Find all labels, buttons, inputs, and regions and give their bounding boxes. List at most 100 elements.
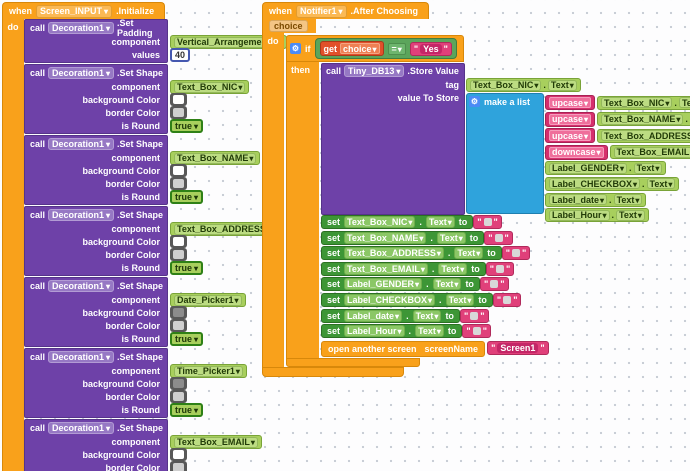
component-dropdown[interactable]: Text_Box_ADDRESS <box>344 247 444 260</box>
empty-text-field[interactable] <box>494 233 503 242</box>
color-swatch[interactable] <box>170 461 187 471</box>
open-another-screen-block[interactable]: open another screen screenName <box>321 340 486 357</box>
list-item[interactable]: Label_Hour.Text <box>545 208 690 223</box>
gear-icon[interactable] <box>290 43 301 54</box>
text-fn-dropdown[interactable]: upcase <box>549 130 592 142</box>
color-swatch[interactable] <box>170 93 187 106</box>
empty-text-field[interactable] <box>472 327 481 336</box>
property-dropdown[interactable]: Text <box>445 293 475 306</box>
property-getter-block[interactable]: Label_CHECKBOX.Text <box>545 176 680 191</box>
list-item[interactable]: upcase Text_Box_NAME.Text <box>545 111 690 127</box>
upcase-block[interactable]: upcase <box>545 111 596 127</box>
component-dropdown[interactable]: Text_Box_NAME <box>344 231 427 244</box>
text-fn-dropdown[interactable]: upcase <box>549 97 592 108</box>
list-item[interactable]: upcase Text_Box_NIC.Text <box>545 95 690 110</box>
empty-text-block[interactable] <box>479 277 509 292</box>
variable-dropdown[interactable]: choice <box>340 43 380 54</box>
number-block[interactable]: 40 <box>170 48 191 62</box>
property-getter-block[interactable]: Text_Box_NIC.Text <box>466 78 581 92</box>
component-dropdown[interactable]: Decoration1 <box>48 351 115 363</box>
component-dropdown[interactable]: Decoration1 <box>48 138 115 150</box>
component-block[interactable]: Text_Box_NIC <box>170 80 250 94</box>
text-fn-dropdown[interactable]: downcase <box>549 146 604 158</box>
empty-text-field[interactable] <box>483 218 492 226</box>
boolean-dropdown[interactable]: true <box>170 190 204 204</box>
boolean-dropdown[interactable]: true <box>170 403 204 417</box>
component-dropdown[interactable]: Label_CHECKBOX <box>344 293 436 306</box>
property-dropdown[interactable]: Text <box>454 247 484 260</box>
boolean-dropdown[interactable]: true <box>170 119 204 133</box>
component-block[interactable]: Date_Picker1 <box>170 293 246 307</box>
component-dropdown[interactable]: Screen_INPUT <box>36 4 113 18</box>
screen-initialize-event-block[interactable]: when Screen_INPUT .Initialize do callDec… <box>2 2 288 471</box>
property-getter-block[interactable]: Label_date.Text <box>545 192 647 207</box>
component-dropdown[interactable]: Text_Box_EMAIL <box>344 262 428 275</box>
boolean-dropdown[interactable]: true <box>170 332 204 346</box>
color-swatch[interactable] <box>170 177 187 190</box>
color-swatch[interactable] <box>170 306 187 319</box>
component-dropdown[interactable]: Text_Box_NIC <box>344 216 416 228</box>
component-dropdown[interactable]: Label_GENDER <box>344 278 423 291</box>
component-dropdown[interactable]: Decoration1 <box>48 209 115 221</box>
component-dropdown[interactable]: Decoration1 <box>48 422 115 434</box>
component-dropdown[interactable]: Decoration1 <box>48 22 115 34</box>
upcase-block[interactable]: upcase <box>545 95 596 110</box>
list-item[interactable]: Label_date.Text <box>545 192 690 207</box>
empty-text-block[interactable] <box>459 308 489 323</box>
color-swatch[interactable] <box>170 319 187 332</box>
component-block[interactable]: Text_Box_NAME <box>170 151 261 165</box>
color-swatch[interactable] <box>170 248 187 261</box>
get-variable-block[interactable]: get choice <box>319 41 384 56</box>
empty-text-field[interactable] <box>503 295 512 304</box>
downcase-block[interactable]: downcase <box>545 144 608 160</box>
color-swatch[interactable] <box>170 235 187 248</box>
list-item[interactable]: upcase Text_Box_ADDRESS.Text <box>545 128 690 144</box>
open-screen-row[interactable]: open another screen screenName Screen1 <box>321 340 549 357</box>
property-getter-block[interactable]: Text_Box_NIC.Text <box>597 95 690 110</box>
empty-text-block[interactable] <box>501 246 531 261</box>
empty-text-block[interactable] <box>492 292 522 307</box>
property-dropdown[interactable]: Text <box>436 231 466 244</box>
operator-dropdown[interactable]: = <box>387 42 406 55</box>
color-swatch[interactable] <box>170 390 187 403</box>
property-dropdown[interactable]: Text <box>415 325 444 338</box>
property-getter-block[interactable]: Text_Box_NAME.Text <box>597 112 690 127</box>
boolean-dropdown[interactable]: true <box>170 261 204 275</box>
empty-text-field[interactable] <box>470 311 479 320</box>
empty-text-block[interactable] <box>485 261 515 276</box>
color-swatch[interactable] <box>170 106 187 119</box>
event-param[interactable]: choice <box>269 20 308 32</box>
component-dropdown[interactable]: Decoration1 <box>48 67 115 79</box>
make-a-list-block[interactable]: make a list upcaseText_Box_NIC.Text upca… <box>466 93 690 223</box>
color-swatch[interactable] <box>170 377 187 390</box>
text-fn-dropdown[interactable]: upcase <box>549 113 592 125</box>
empty-text-block[interactable] <box>462 324 491 339</box>
component-block[interactable]: Text_Box_ADDRESS <box>170 222 278 236</box>
event-header[interactable]: when Notifier1 .After Choosing <box>262 2 430 19</box>
list-item[interactable]: Label_CHECKBOX.Text <box>545 176 690 191</box>
upcase-block[interactable]: upcase <box>545 128 596 144</box>
component-dropdown[interactable]: Label_Hour <box>344 325 405 338</box>
component-dropdown[interactable]: Decoration1 <box>48 280 115 292</box>
color-swatch[interactable] <box>170 448 187 461</box>
property-getter-block[interactable]: Text_Box_EMAIL.Text <box>609 145 690 160</box>
notifier-afterchoosing-event-block[interactable]: when Notifier1 .After Choosing choice do… <box>262 2 690 378</box>
gear-icon[interactable] <box>469 96 480 107</box>
